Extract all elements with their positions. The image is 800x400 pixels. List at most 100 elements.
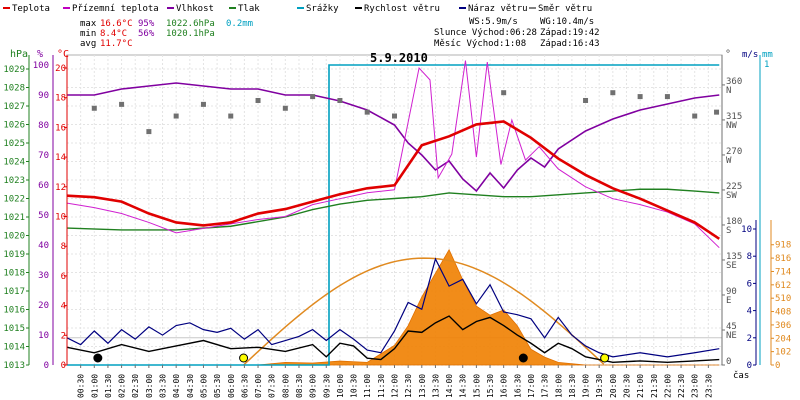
x-tick-label: 21:00	[636, 374, 645, 398]
wind-speed-line	[66, 315, 720, 363]
radiation-tick-label: 102	[775, 348, 791, 358]
x-tick-label: 14:00	[445, 374, 454, 398]
x-tick-label: 22:30	[677, 374, 686, 398]
radiation-tick-label: 306	[775, 321, 791, 331]
x-tick-label: 00:30	[77, 374, 86, 398]
stats-min-cell: min	[80, 29, 96, 39]
radiation-tick-label: 918	[775, 241, 791, 251]
stats-avg-cell: avg	[80, 39, 96, 49]
plot-area	[66, 54, 723, 366]
hpa-tick-label: 1026	[3, 121, 25, 131]
humidity-tick-label: 60	[38, 181, 49, 191]
humidity-tick-label: 90	[38, 91, 49, 101]
hpa-tick-label: 1016	[3, 306, 25, 316]
radiation-tick-label: 0	[775, 361, 780, 371]
hpa-tick-label: 1027	[3, 102, 25, 112]
x-tick-label: 18:00	[554, 374, 563, 398]
wind-direction-point	[282, 105, 288, 111]
x-tick-label: 17:00	[527, 374, 536, 398]
wind-tick-label: 4	[747, 307, 752, 317]
rain-axis-top-label: 1	[764, 60, 769, 70]
humidity-tick-label: 70	[38, 151, 49, 161]
wind-direction-point	[364, 109, 370, 115]
direction-tick-label: 180	[726, 217, 742, 227]
x-tick-label: 19:30	[595, 374, 604, 398]
hpa-tick-label: 1015	[3, 324, 25, 334]
wind-direction-point	[200, 101, 206, 107]
wind-direction-point	[146, 129, 152, 135]
legend-item-label: Směr větru	[538, 4, 592, 14]
chart-title: 5.9.2010	[370, 51, 428, 65]
hpa-axis-title: hPa	[10, 49, 28, 60]
wind-direction-point	[392, 113, 397, 119]
moonrise-marker	[93, 353, 103, 363]
direction-compass-label: NE	[726, 331, 737, 341]
sunset-marker	[600, 353, 610, 363]
x-tick-label: 05:30	[213, 374, 222, 398]
direction-compass-label: NW	[726, 121, 737, 131]
stats-max-cell: 1022.6hPa	[166, 19, 215, 29]
hpa-tick-label: 1014	[3, 343, 25, 353]
stats-max-cell: max	[80, 19, 97, 29]
x-tick-label: 03:30	[159, 374, 168, 398]
x-tick-label: 15:30	[486, 374, 495, 398]
temperature-tick-label: 8	[61, 242, 66, 252]
x-tick-label: 14:30	[459, 374, 468, 398]
x-tick-label: 02:00	[118, 374, 127, 398]
x-tick-label: 23:00	[691, 374, 700, 398]
x-tick-label: 19:00	[582, 374, 591, 398]
x-tick-label: 10:00	[336, 374, 345, 398]
radiation-tick-label: 816	[775, 254, 791, 264]
x-tick-label: 12:00	[391, 374, 400, 398]
x-tick-label: 16:30	[513, 374, 522, 398]
x-tick-label: 04:30	[186, 374, 195, 398]
humidity-line	[67, 82, 720, 193]
x-tick-label: 11:00	[363, 374, 372, 398]
wind-axis-title: m/s	[742, 50, 758, 60]
hpa-tick-label: 1025	[3, 139, 25, 149]
direction-compass-label: E	[726, 296, 731, 306]
direction-tick-label: 315	[726, 112, 742, 122]
x-tick-label: 13:30	[431, 374, 440, 398]
wind-tick-label: 10	[741, 225, 752, 235]
stats-avg-cell: 11.7°C	[100, 39, 133, 49]
legend-item-label: Tlak	[238, 4, 260, 14]
direction-tick-label: 270	[726, 147, 742, 157]
x-tick-label: 09:00	[309, 374, 318, 398]
radiation-tick-label: 510	[775, 294, 791, 304]
x-tick-label: 16:00	[500, 374, 509, 398]
direction-tick-label: 360	[726, 77, 742, 87]
x-tick-label: 03:00	[145, 374, 154, 398]
x-tick-label: 11:30	[377, 374, 386, 398]
wind-direction-point	[610, 90, 616, 96]
x-tick-label: 01:30	[104, 374, 113, 398]
x-tick-label: 17:30	[541, 374, 550, 398]
wind-direction-point	[228, 113, 234, 119]
x-tick-label: 01:00	[90, 374, 99, 398]
direction-compass-label: SW	[726, 191, 737, 201]
moonrise-info: Měsíc Východ:1:08	[434, 39, 526, 49]
theoretical-radiation-curve	[243, 257, 605, 366]
stats-max-cell: 0.2mm	[226, 19, 253, 29]
radiation-tick-label: 204	[775, 334, 791, 344]
temperature-axis-title: °C	[57, 49, 69, 60]
direction-axis-title: °	[725, 49, 731, 60]
hpa-tick-label: 1017	[3, 287, 25, 297]
wind-tick-label: 0	[747, 361, 752, 371]
humidity-tick-label: 50	[38, 211, 49, 221]
hpa-tick-label: 1028	[3, 84, 25, 94]
ground-temperature-line	[66, 60, 720, 249]
direction-tick-label: 90	[726, 287, 737, 297]
wind-direction-point	[664, 94, 670, 100]
direction-tick-label: 0	[726, 357, 731, 367]
humidity-tick-label: 20	[38, 301, 49, 311]
x-tick-label: 20:00	[609, 374, 618, 398]
hpa-tick-label: 1019	[3, 250, 25, 260]
temperature-tick-label: 14	[55, 153, 66, 163]
temperature-tick-label: 18	[55, 94, 66, 104]
x-tick-label: 15:00	[472, 374, 481, 398]
temperature-tick-label: 2	[61, 331, 66, 341]
moonset-info: Západ:16:43	[540, 39, 600, 49]
x-tick-label: 04:00	[172, 374, 181, 398]
